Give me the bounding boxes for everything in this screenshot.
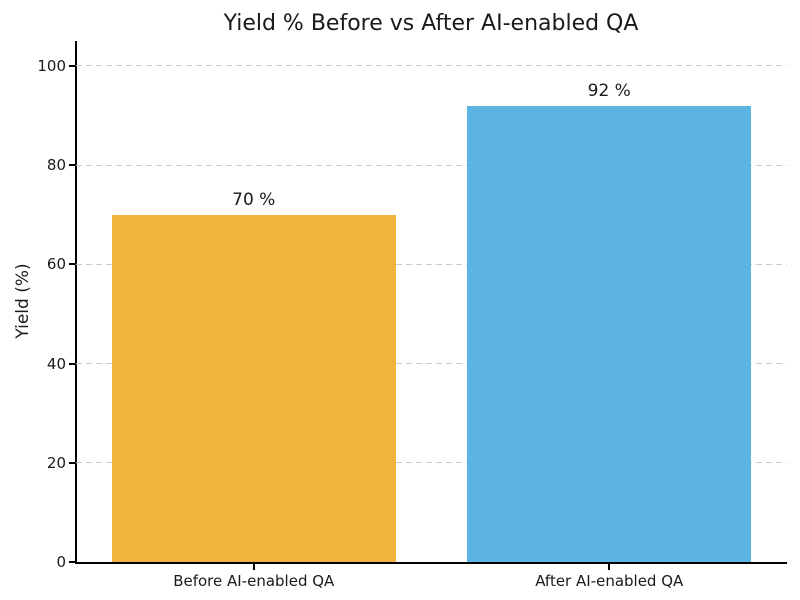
bar-value-label: 92 % <box>587 80 631 101</box>
y-tick-label: 0 <box>56 553 66 571</box>
x-axis-spine <box>75 562 787 564</box>
y-tick-label: 60 <box>46 255 66 274</box>
y-tick-label: 40 <box>46 354 66 373</box>
y-axis-spine <box>75 41 77 564</box>
bar <box>111 214 396 562</box>
y-tick-mark <box>69 263 76 266</box>
gridline <box>76 164 787 166</box>
x-tick-mark <box>252 564 255 570</box>
x-tick-label: After AI-enabled QA <box>535 572 684 590</box>
x-tick-label: Before AI-enabled QA <box>173 572 335 590</box>
chart-title: Yield % Before vs After AI-enabled QA <box>223 11 639 36</box>
y-tick-mark <box>69 461 76 464</box>
x-tick-mark <box>608 564 611 570</box>
y-tick-mark <box>69 362 76 365</box>
y-tick-label: 20 <box>46 453 66 472</box>
y-tick-label: 80 <box>46 156 66 175</box>
gridline <box>76 462 787 464</box>
y-tick-mark <box>69 64 76 67</box>
gridline <box>76 363 787 365</box>
y-tick-mark <box>69 561 76 563</box>
gridline <box>76 65 787 67</box>
y-tick-mark <box>69 164 76 167</box>
y-axis-label: Yield (%) <box>13 263 33 339</box>
bar <box>467 105 752 562</box>
y-tick-label: 100 <box>37 56 66 75</box>
gridline <box>76 263 787 265</box>
bar-value-label: 70 % <box>232 189 276 210</box>
